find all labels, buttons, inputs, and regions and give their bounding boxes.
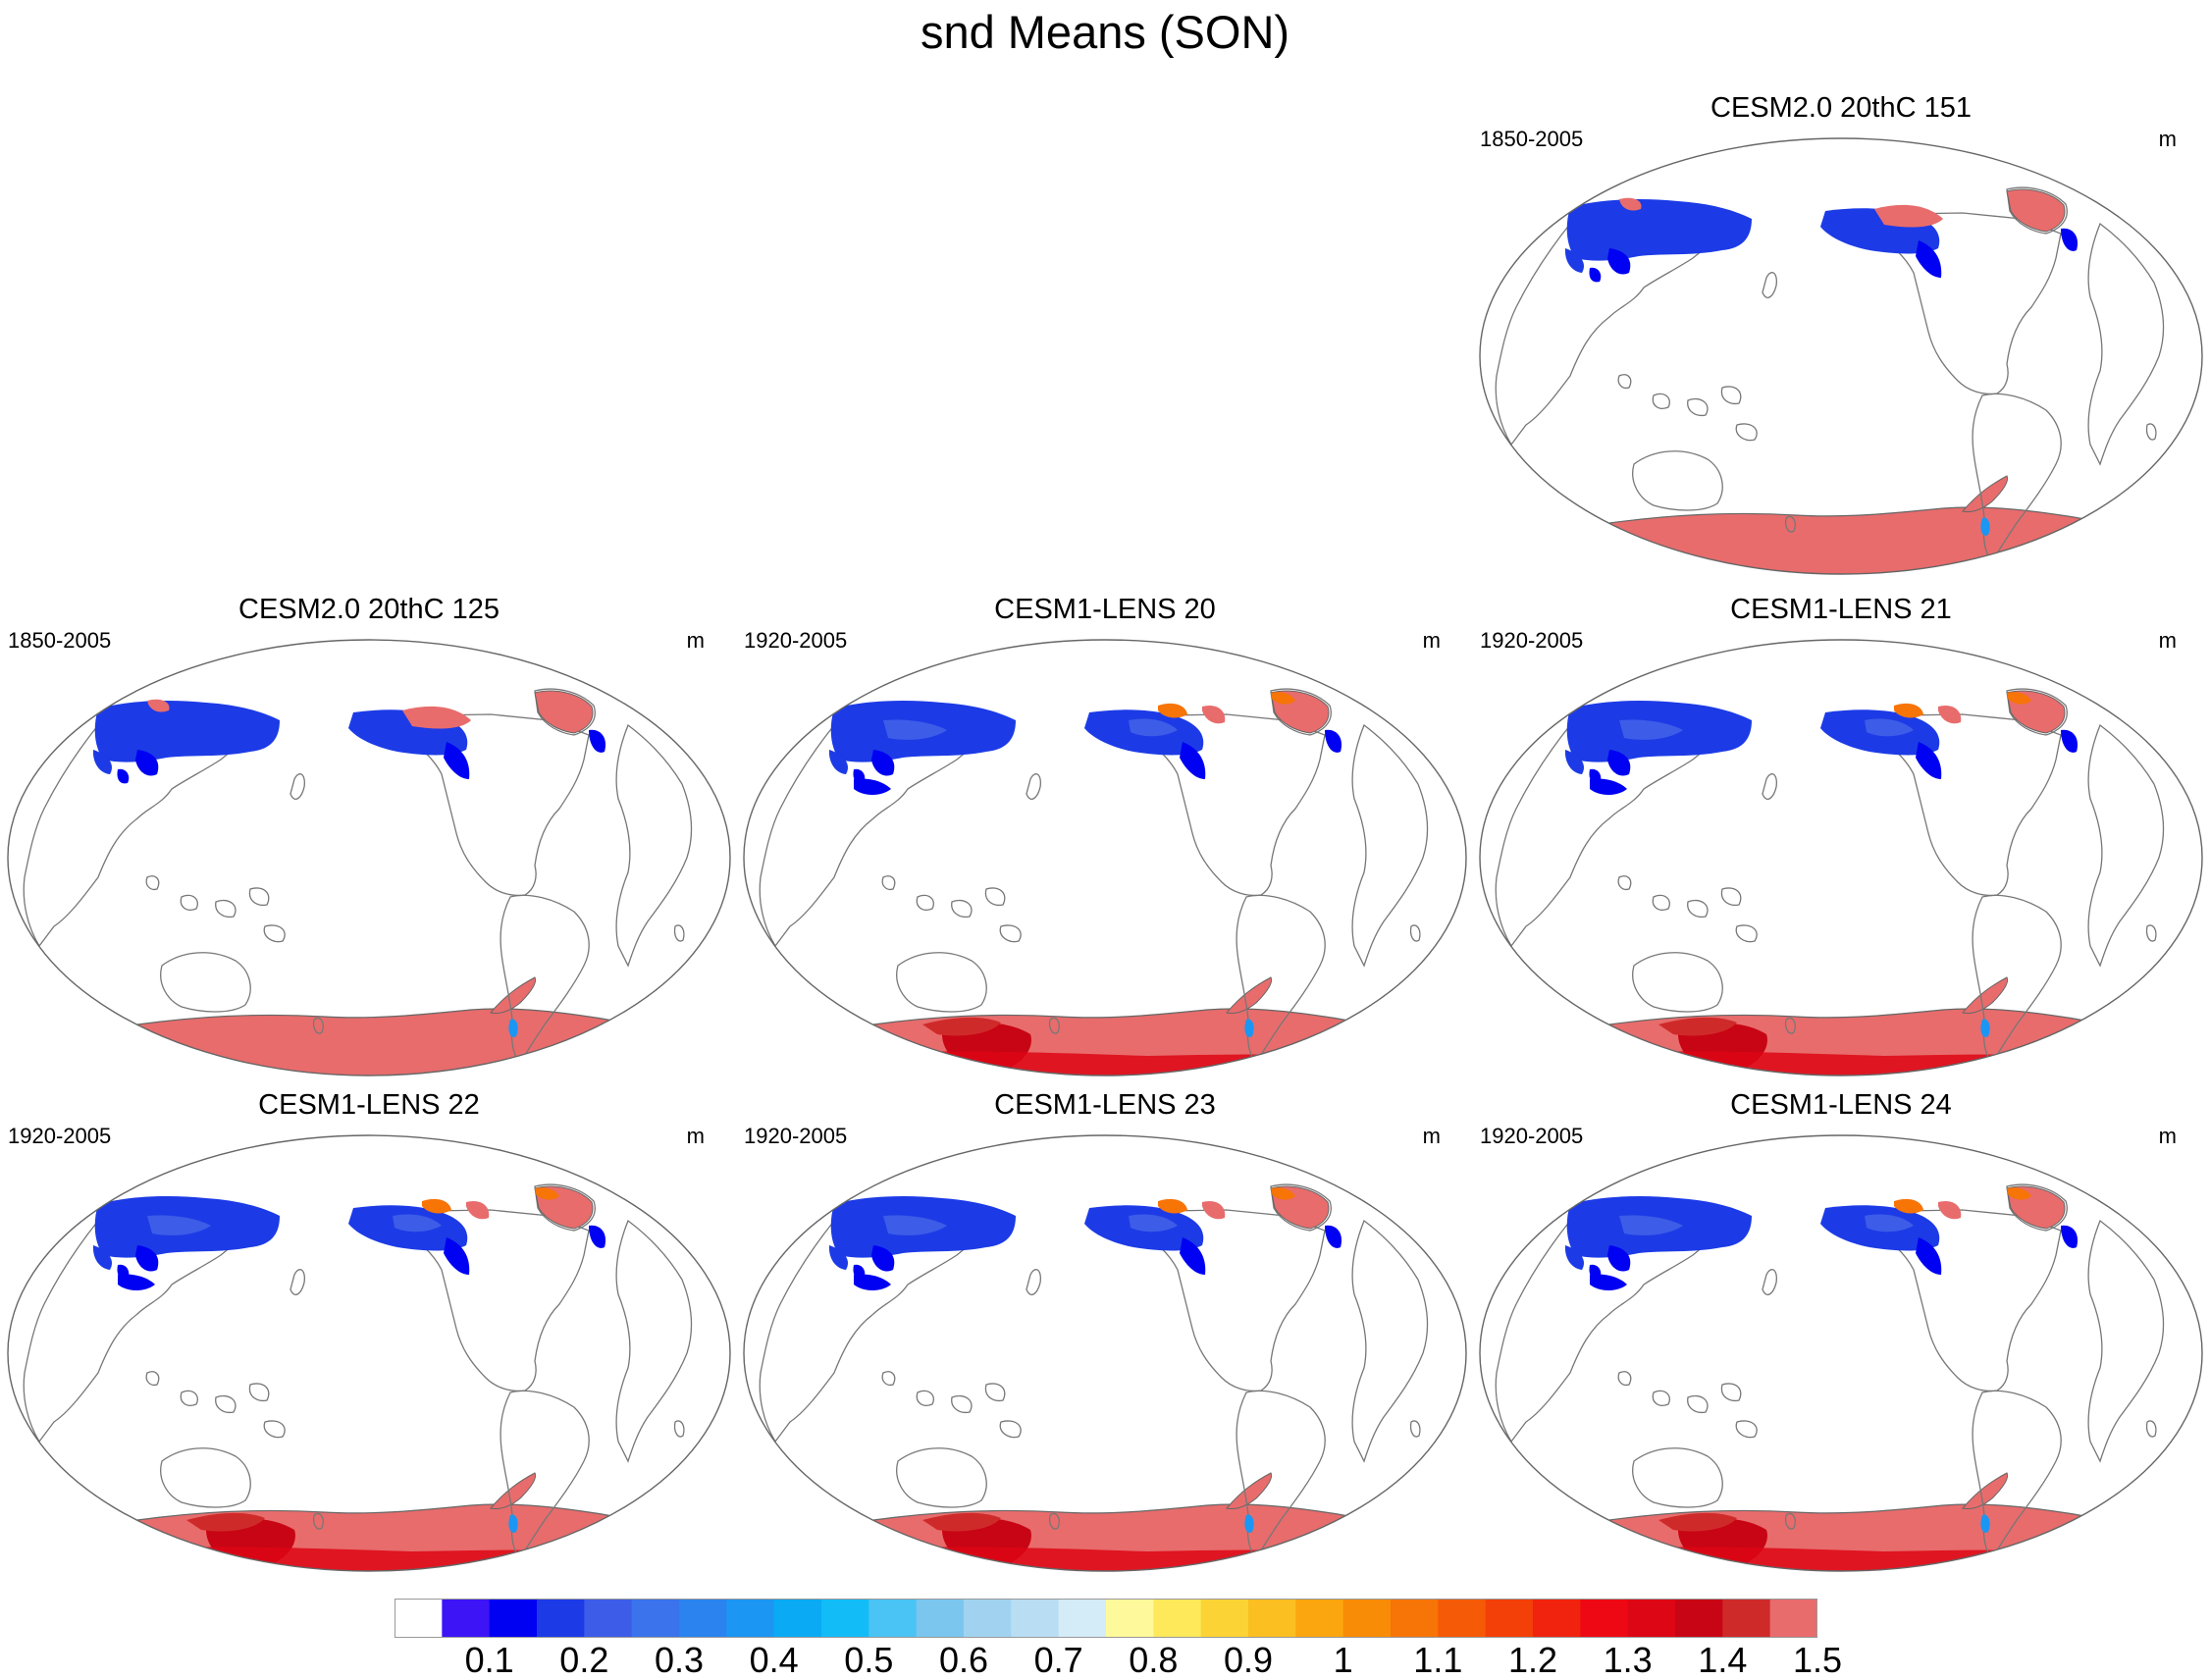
- colorbar-tick-label: 0.4: [749, 1640, 799, 1680]
- panel-unit: m: [1422, 1124, 1441, 1148]
- colorbar-tick-label: 0.3: [654, 1640, 705, 1680]
- colorbar-swatch: [1580, 1599, 1629, 1638]
- panel-title: CESM1-LENS 24: [1730, 1089, 1952, 1121]
- colorbar-tick-label: 1.1: [1413, 1640, 1463, 1680]
- figure-title: snd Means (SON): [920, 6, 1290, 58]
- colorbar-swatch: [537, 1599, 585, 1638]
- panel-unit: m: [2158, 1124, 2177, 1148]
- panel-period: 1850-2005: [8, 628, 112, 653]
- panel-unit: m: [686, 1124, 705, 1148]
- colorbar-tick-label: 1.4: [1698, 1640, 1748, 1680]
- map-panel-p2: CESM2.0 20thC 125 1850-2005 m: [0, 593, 738, 1083]
- colorbar-swatch: [1485, 1599, 1534, 1638]
- northern-snow-cover: [92, 699, 606, 784]
- panel-title: CESM2.0 20thC 151: [1710, 92, 1972, 124]
- colorbar-tick-label: 0.1: [464, 1640, 514, 1680]
- world-map: [7, 1134, 731, 1572]
- colorbar-swatch: [868, 1599, 918, 1638]
- map-panel-p5: CESM1-LENS 22 1920-2005 m: [0, 1088, 738, 1579]
- world-map: [1479, 1134, 2203, 1572]
- colorbar-swatch: [1675, 1599, 1723, 1638]
- panel-period: 1920-2005: [1480, 1124, 1584, 1148]
- northern-snow-cover: [1564, 197, 2078, 283]
- colorbar-swatch: [1438, 1599, 1487, 1638]
- panel-period: 1920-2005: [8, 1124, 112, 1148]
- colorbar-labels: 0.1 0.2 0.3 0.4 0.5 0.6 0.7 0.8 0.9 1 1.1 1.2 1.3 1.4…: [395, 1640, 1842, 1680]
- colorbar-swatch: [1391, 1599, 1439, 1638]
- northern-snow-cover: [1564, 701, 2078, 795]
- colorbar-swatch: [1058, 1599, 1107, 1638]
- colorbar-swatch: [1153, 1599, 1202, 1638]
- map-panel-p3: CESM1-LENS 20 1920-2005 m: [736, 593, 1474, 1083]
- panel-title: CESM1-LENS 20: [994, 594, 1216, 625]
- panel-title: CESM1-LENS 21: [1730, 594, 1952, 625]
- colorbar-swatch: [1295, 1599, 1344, 1638]
- colorbar-swatch: [964, 1599, 1012, 1638]
- colorbar-swatch: [489, 1599, 538, 1638]
- colorbar-swatch: [1627, 1599, 1676, 1638]
- northern-snow-cover: [1564, 1196, 2078, 1290]
- colorbar-tick-label: 0.2: [559, 1640, 609, 1680]
- panel-unit: m: [2158, 628, 2177, 653]
- panel-unit: m: [686, 628, 705, 653]
- map-panel-p4: CESM1-LENS 21 1920-2005 m: [1472, 593, 2210, 1083]
- map-panel-p1: CESM2.0 20thC 151 1850-2005 m: [1472, 91, 2210, 582]
- colorbar-tick-label: 1.2: [1507, 1640, 1558, 1680]
- colorbar-tick-label: 0.8: [1129, 1640, 1179, 1680]
- world-map: [1479, 639, 2203, 1076]
- panel-period: 1920-2005: [744, 628, 848, 653]
- colorbar-swatch: [1722, 1599, 1771, 1638]
- panel-unit: m: [1422, 628, 1441, 653]
- colorbar-swatch: [1011, 1599, 1060, 1638]
- panel-unit: m: [2158, 127, 2177, 151]
- colorbar-tick-label: 1: [1333, 1640, 1353, 1680]
- colorbar-swatch: [916, 1599, 965, 1638]
- panel-period: 1920-2005: [744, 1124, 848, 1148]
- map-panel-p6: CESM1-LENS 23 1920-2005 m: [736, 1088, 1474, 1579]
- world-map: [743, 639, 1467, 1076]
- panel-title: CESM1-LENS 22: [258, 1089, 480, 1121]
- colorbar-swatch: [773, 1599, 822, 1638]
- colorbar-tick-label: 1.3: [1603, 1640, 1653, 1680]
- colorbar-swatch: [584, 1599, 633, 1638]
- world-map: [1479, 137, 2203, 575]
- map-panel-p7: CESM1-LENS 24 1920-2005 m: [1472, 1088, 2210, 1579]
- colorbar-swatch: [1248, 1599, 1296, 1638]
- colorbar-tick-label: 0.7: [1033, 1640, 1083, 1680]
- panel-title: CESM1-LENS 23: [994, 1089, 1216, 1121]
- colorbar-tick-label: 0.6: [938, 1640, 989, 1680]
- panel-title: CESM2.0 20thC 125: [238, 594, 500, 625]
- northern-snow-cover: [828, 701, 1342, 795]
- world-map: [743, 1134, 1467, 1572]
- colorbar: [395, 1599, 1817, 1638]
- world-map: [7, 639, 731, 1076]
- colorbar-tick-label: 0.9: [1223, 1640, 1274, 1680]
- colorbar-swatch: [1769, 1599, 1817, 1638]
- panel-period: 1850-2005: [1480, 127, 1584, 151]
- colorbar-swatch: [1200, 1599, 1249, 1638]
- colorbar-swatch: [1342, 1599, 1392, 1638]
- colorbar-swatch: [395, 1599, 443, 1638]
- colorbar-swatch: [1106, 1599, 1154, 1638]
- colorbar-swatch: [679, 1599, 727, 1638]
- colorbar-swatch: [726, 1599, 775, 1638]
- northern-snow-cover: [828, 1196, 1342, 1290]
- colorbar-tick-label: 1.5: [1792, 1640, 1843, 1680]
- colorbar-tick-label: 0.5: [844, 1640, 894, 1680]
- panel-period: 1920-2005: [1480, 628, 1584, 653]
- northern-snow-cover: [92, 1196, 606, 1290]
- colorbar-swatch: [821, 1599, 869, 1638]
- colorbar-swatch: [442, 1599, 491, 1638]
- colorbar-swatch: [631, 1599, 680, 1638]
- colorbar-swatch: [1533, 1599, 1581, 1638]
